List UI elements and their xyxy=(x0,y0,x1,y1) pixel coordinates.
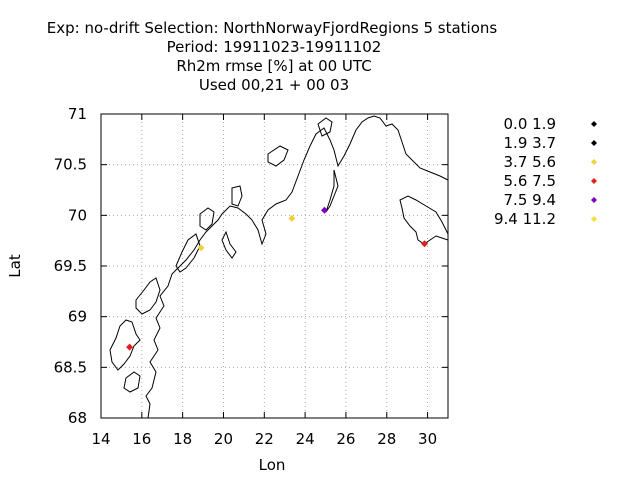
y-tick-labels: 68 68.5 69 69.5 70 70.5 71 xyxy=(54,105,448,427)
station-marker-4 xyxy=(321,206,329,214)
legend-label-1: 0.0 1.9 xyxy=(504,115,556,133)
x-tick-label: 26 xyxy=(336,430,355,448)
coastline-island-vesteralen xyxy=(135,277,161,315)
coastline-fjord-porsanger xyxy=(325,169,339,213)
x-tick-label: 16 xyxy=(132,430,151,448)
x-tick-label: 20 xyxy=(214,430,233,448)
chart-title-line-3: Rh2m rmse [%] at 00 UTC xyxy=(176,57,371,75)
x-tick-label: 14 xyxy=(91,430,110,448)
coastline-island-soroya xyxy=(267,145,289,167)
legend-marker-4 xyxy=(591,178,597,184)
legend-marker-3 xyxy=(591,159,597,165)
coastline-island-south xyxy=(123,371,141,393)
y-tick-label: 70.5 xyxy=(54,156,87,174)
station-marker-1 xyxy=(126,343,134,351)
legend-marker-2 xyxy=(591,140,597,146)
legend-marker-5 xyxy=(591,197,597,203)
x-tick-label: 24 xyxy=(296,430,315,448)
legend: 0.0 1.91.9 3.73.7 5.65.6 7.57.5 9.49.4 1… xyxy=(494,115,597,228)
coastline-mainland xyxy=(145,115,449,419)
legend-label-2: 1.9 3.7 xyxy=(504,134,556,152)
legend-label-3: 3.7 5.6 xyxy=(504,153,556,171)
coastline-fjord-lyngen xyxy=(221,230,237,259)
y-tick-label: 71 xyxy=(68,105,87,123)
x-tick-label: 28 xyxy=(377,430,396,448)
station-marker-5 xyxy=(421,240,429,248)
station-marker-2 xyxy=(197,244,205,252)
y-tick-label: 69.5 xyxy=(54,257,87,275)
y-tick-label: 68 xyxy=(68,409,87,427)
chart-title-line-4: Used 00,21 + 00 03 xyxy=(199,76,349,94)
chart-title-line-1: Exp: no-drift Selection: NorthNorwayFjor… xyxy=(47,19,498,37)
y-axis-label: Lat xyxy=(6,254,24,278)
coastline-island-kvaloya xyxy=(199,207,215,231)
legend-label-5: 7.5 9.4 xyxy=(504,191,556,209)
station-marker-3 xyxy=(288,214,296,222)
x-tick-label: 30 xyxy=(418,430,437,448)
coastline-island-arnoya xyxy=(231,185,243,207)
x-axis-label: Lon xyxy=(259,456,286,474)
coastline-east xyxy=(399,195,449,245)
coastline-island-lofoten xyxy=(109,319,141,371)
station-markers xyxy=(126,206,429,351)
coastline-island-mageroya xyxy=(317,117,333,137)
y-tick-label: 68.5 xyxy=(54,358,87,376)
grid xyxy=(101,114,448,418)
legend-label-4: 5.6 7.5 xyxy=(504,172,556,190)
chart-title-line-2: Period: 19911023-19911102 xyxy=(167,38,382,56)
y-tick-label: 69 xyxy=(68,308,87,326)
legend-label-6: 9.4 11.2 xyxy=(494,210,556,228)
legend-marker-6 xyxy=(591,216,597,222)
coastline xyxy=(109,115,449,419)
x-tick-label: 18 xyxy=(173,430,192,448)
x-tick-labels: 14 16 18 20 22 24 26 28 30 xyxy=(91,114,437,448)
x-tick-label: 22 xyxy=(255,430,274,448)
y-tick-label: 70 xyxy=(68,206,87,224)
legend-marker-1 xyxy=(591,121,597,127)
